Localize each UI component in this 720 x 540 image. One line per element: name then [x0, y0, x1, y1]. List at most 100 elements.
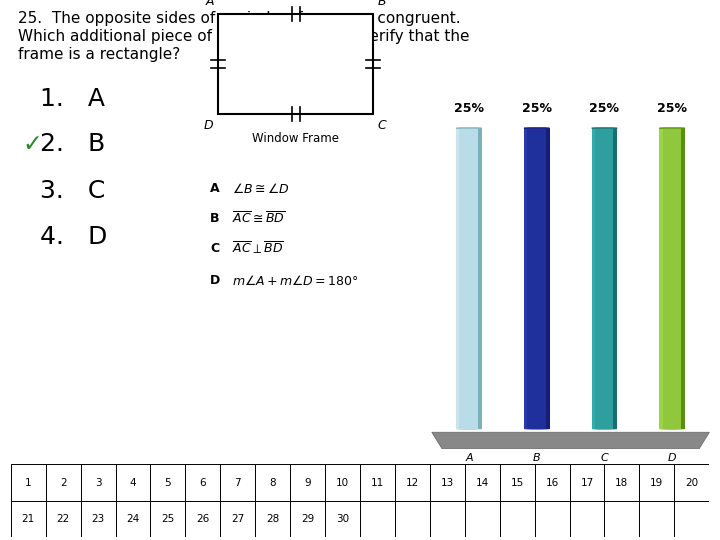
Bar — [325, 501, 360, 537]
Text: 25%: 25% — [590, 102, 619, 115]
Ellipse shape — [456, 127, 482, 129]
Text: A: A — [205, 0, 214, 8]
Ellipse shape — [660, 127, 685, 129]
Text: 25: 25 — [161, 514, 174, 524]
Bar — [186, 501, 220, 537]
Text: 1.   A: 1. A — [40, 87, 105, 111]
Bar — [256, 464, 290, 501]
Text: B: B — [378, 0, 387, 8]
Text: 2.   B: 2. B — [40, 132, 105, 156]
Text: 21: 21 — [22, 514, 35, 524]
Text: 2: 2 — [60, 477, 66, 488]
Bar — [218, 14, 373, 114]
Text: 30: 30 — [336, 514, 349, 524]
Bar — [546, 128, 549, 429]
Text: C: C — [600, 453, 608, 463]
Text: 4: 4 — [130, 477, 136, 488]
Bar — [605, 464, 639, 501]
Text: 23: 23 — [91, 514, 104, 524]
Bar — [675, 464, 709, 501]
Text: 29: 29 — [301, 514, 314, 524]
Bar — [660, 128, 662, 429]
Bar — [46, 464, 81, 501]
Bar — [456, 128, 482, 429]
Text: 15: 15 — [510, 477, 523, 488]
Text: C: C — [377, 119, 386, 132]
Text: 6: 6 — [199, 477, 206, 488]
Bar — [570, 501, 605, 537]
Text: $\overline{AC}\cong\overline{BD}$: $\overline{AC}\cong\overline{BD}$ — [232, 211, 286, 227]
Bar — [186, 464, 220, 501]
Bar — [675, 501, 709, 537]
Bar — [11, 464, 46, 501]
Text: 19: 19 — [650, 477, 663, 488]
Bar — [613, 128, 617, 429]
Text: $\overline{AC}\perp\overline{BD}$: $\overline{AC}\perp\overline{BD}$ — [232, 241, 284, 257]
Bar — [11, 501, 46, 537]
Ellipse shape — [524, 428, 549, 429]
Text: frame is a rectangle?: frame is a rectangle? — [18, 47, 180, 62]
Bar — [81, 464, 116, 501]
Text: Window Frame: Window Frame — [252, 132, 339, 145]
Ellipse shape — [524, 127, 549, 129]
Bar — [535, 464, 570, 501]
Text: 8: 8 — [269, 477, 276, 488]
Bar — [535, 501, 570, 537]
Bar — [220, 464, 256, 501]
Bar — [660, 128, 685, 429]
Text: 16: 16 — [546, 477, 559, 488]
Ellipse shape — [592, 428, 617, 429]
Text: 25%: 25% — [454, 102, 484, 115]
Text: A: A — [210, 183, 220, 195]
Text: 3.   C: 3. C — [40, 179, 105, 203]
Bar — [500, 501, 535, 537]
Text: 13: 13 — [441, 477, 454, 488]
Text: D: D — [668, 453, 677, 463]
Bar — [256, 501, 290, 537]
Text: 25%: 25% — [657, 102, 687, 115]
Text: 14: 14 — [476, 477, 489, 488]
Text: 28: 28 — [266, 514, 279, 524]
Text: ✓: ✓ — [22, 132, 42, 156]
Bar — [290, 501, 325, 537]
Bar — [116, 501, 150, 537]
Bar — [605, 501, 639, 537]
Bar — [592, 128, 595, 429]
Text: 5: 5 — [165, 477, 171, 488]
Bar — [639, 464, 675, 501]
Text: 25.  The opposite sides of a window frame are congruent.: 25. The opposite sides of a window frame… — [18, 11, 461, 26]
Ellipse shape — [660, 428, 685, 429]
Text: 24: 24 — [127, 514, 140, 524]
Bar — [524, 128, 549, 429]
Text: B: B — [210, 213, 220, 226]
Bar — [360, 501, 395, 537]
Bar — [524, 128, 527, 429]
Text: 12: 12 — [406, 477, 419, 488]
Text: $m\angle A+m\angle D=180°$: $m\angle A+m\angle D=180°$ — [232, 274, 359, 288]
Bar — [46, 501, 81, 537]
Text: 9: 9 — [305, 477, 311, 488]
Bar — [456, 128, 459, 429]
Bar — [116, 464, 150, 501]
Text: D: D — [203, 119, 213, 132]
Bar — [395, 464, 430, 501]
Ellipse shape — [456, 428, 482, 429]
Polygon shape — [432, 432, 709, 449]
Text: 1: 1 — [25, 477, 32, 488]
Bar — [150, 501, 186, 537]
Text: 26: 26 — [197, 514, 210, 524]
Text: 25%: 25% — [522, 102, 552, 115]
Text: 10: 10 — [336, 477, 349, 488]
Bar — [570, 464, 605, 501]
Text: B: B — [533, 453, 541, 463]
Text: 20: 20 — [685, 477, 698, 488]
Bar — [478, 128, 482, 429]
Bar — [465, 464, 500, 501]
Bar — [290, 464, 325, 501]
Bar — [220, 501, 256, 537]
Text: D: D — [210, 274, 220, 287]
Bar — [360, 464, 395, 501]
Bar — [681, 128, 685, 429]
Text: 3: 3 — [95, 477, 102, 488]
Text: 27: 27 — [231, 514, 244, 524]
